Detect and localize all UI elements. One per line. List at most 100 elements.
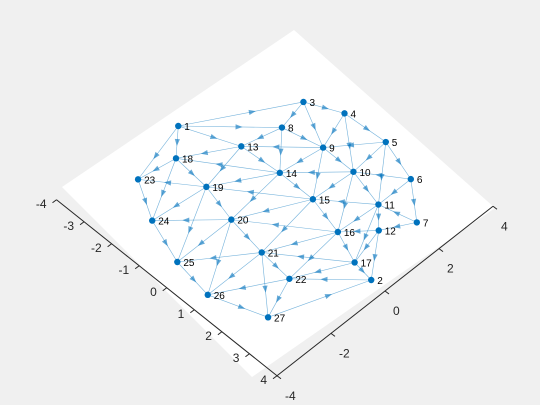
node-label: 6 xyxy=(417,175,423,186)
edge-arrow xyxy=(248,109,256,115)
edge-arrow xyxy=(237,303,246,309)
graph-node xyxy=(375,201,382,208)
x-tick-mark xyxy=(107,243,112,248)
graph-node xyxy=(134,176,142,183)
graph-edge xyxy=(178,125,282,128)
edge-arrow xyxy=(372,253,378,262)
graph-edge xyxy=(177,219,232,263)
graph-node xyxy=(300,98,307,106)
edge-arrow xyxy=(297,254,305,260)
graph-edge xyxy=(261,252,355,263)
edge-arrow xyxy=(281,225,288,233)
edge-arrow xyxy=(375,172,383,179)
edge-arrow xyxy=(200,149,209,156)
edge-arrow xyxy=(215,162,223,168)
y-axis: -4 -2 0 2 4 xyxy=(276,205,508,403)
edge-arrow xyxy=(320,276,328,282)
edge-arrow xyxy=(390,188,398,195)
graph-edge xyxy=(178,101,304,127)
y-tick-mark xyxy=(384,290,390,295)
edge-arrow xyxy=(243,233,251,240)
graph-node xyxy=(149,217,156,224)
edge-arrow xyxy=(276,295,282,303)
y-tick-mark xyxy=(492,205,498,210)
edge-arrow xyxy=(262,285,268,293)
graph-edge xyxy=(323,141,386,148)
graph-edge xyxy=(207,278,290,296)
edge-arrow xyxy=(365,153,373,161)
y-tick-mark xyxy=(276,375,282,380)
edge-arrow xyxy=(246,189,255,195)
y-tick-label: 2 xyxy=(447,262,454,276)
graph-edge xyxy=(137,125,179,180)
edge-arrow xyxy=(290,110,297,118)
x-tick-mark xyxy=(272,375,278,380)
graph-edge xyxy=(152,219,232,221)
graph-node xyxy=(413,219,421,226)
edge-arrow xyxy=(321,104,329,110)
edge-arrow xyxy=(164,180,172,186)
graph-edge xyxy=(178,125,242,147)
graph-node xyxy=(382,138,389,146)
graph-node xyxy=(375,227,382,234)
node-label: 21 xyxy=(268,248,280,259)
edge-arrow xyxy=(363,243,371,251)
node-label: 26 xyxy=(214,291,226,302)
node-label: 9 xyxy=(329,144,335,155)
edge-arrow xyxy=(346,142,355,148)
edge-arrow xyxy=(209,255,217,261)
node-label: 13 xyxy=(247,142,259,153)
y-tick-label: 0 xyxy=(393,304,400,318)
graph-edge xyxy=(231,219,338,233)
graph-edge xyxy=(151,158,177,221)
edge-arrow xyxy=(393,211,401,217)
edge-arrow xyxy=(290,240,299,246)
edge-arrow xyxy=(272,144,280,150)
node-label: 10 xyxy=(359,168,371,179)
graph-edge xyxy=(138,179,207,188)
graph-node xyxy=(368,276,375,284)
x-tick-mark xyxy=(134,265,140,270)
graph-edge xyxy=(354,204,379,263)
edge-arrow xyxy=(152,165,160,172)
edge-arrow xyxy=(256,133,265,140)
edge-arrow xyxy=(310,122,316,131)
graph-node xyxy=(334,228,342,236)
edge-arrow xyxy=(314,268,322,274)
edge-arrow xyxy=(363,233,369,241)
edge-arrow xyxy=(189,275,197,283)
graph-nodes xyxy=(134,98,421,321)
graph-edge xyxy=(177,186,207,263)
graph-edge xyxy=(289,278,372,281)
edge-arrow xyxy=(278,148,284,156)
graph-edge xyxy=(175,158,280,174)
edge-arrow xyxy=(296,157,304,164)
graph-edge xyxy=(267,279,372,318)
edge-arrow xyxy=(249,195,257,202)
graph-node xyxy=(341,110,348,117)
edge-arrow xyxy=(187,169,195,177)
x-axis: -4 -3 -2 -1 0 1 2 3 4 xyxy=(36,197,278,387)
graph-edge xyxy=(175,146,242,159)
node-label: 15 xyxy=(319,195,331,206)
edge-arrow xyxy=(322,212,329,220)
edge-arrow xyxy=(153,151,160,160)
graph-node xyxy=(309,196,317,203)
node-label: 2 xyxy=(377,276,383,287)
node-label: 23 xyxy=(144,175,156,186)
graph-node xyxy=(174,258,181,266)
y-axis-line xyxy=(276,205,494,377)
graph-node xyxy=(350,168,357,175)
edge-arrow xyxy=(342,243,349,251)
y-tick-label: -4 xyxy=(285,389,296,403)
y-tick-mark xyxy=(330,332,336,337)
node-label: 14 xyxy=(286,169,298,180)
y-tick-label: -2 xyxy=(339,346,350,360)
x-tick-label: -4 xyxy=(36,197,47,211)
edge-arrow xyxy=(272,262,279,269)
graph-node xyxy=(175,122,182,130)
edge-arrow xyxy=(395,157,402,166)
graph-node xyxy=(407,175,415,183)
node-label: 20 xyxy=(237,216,249,227)
